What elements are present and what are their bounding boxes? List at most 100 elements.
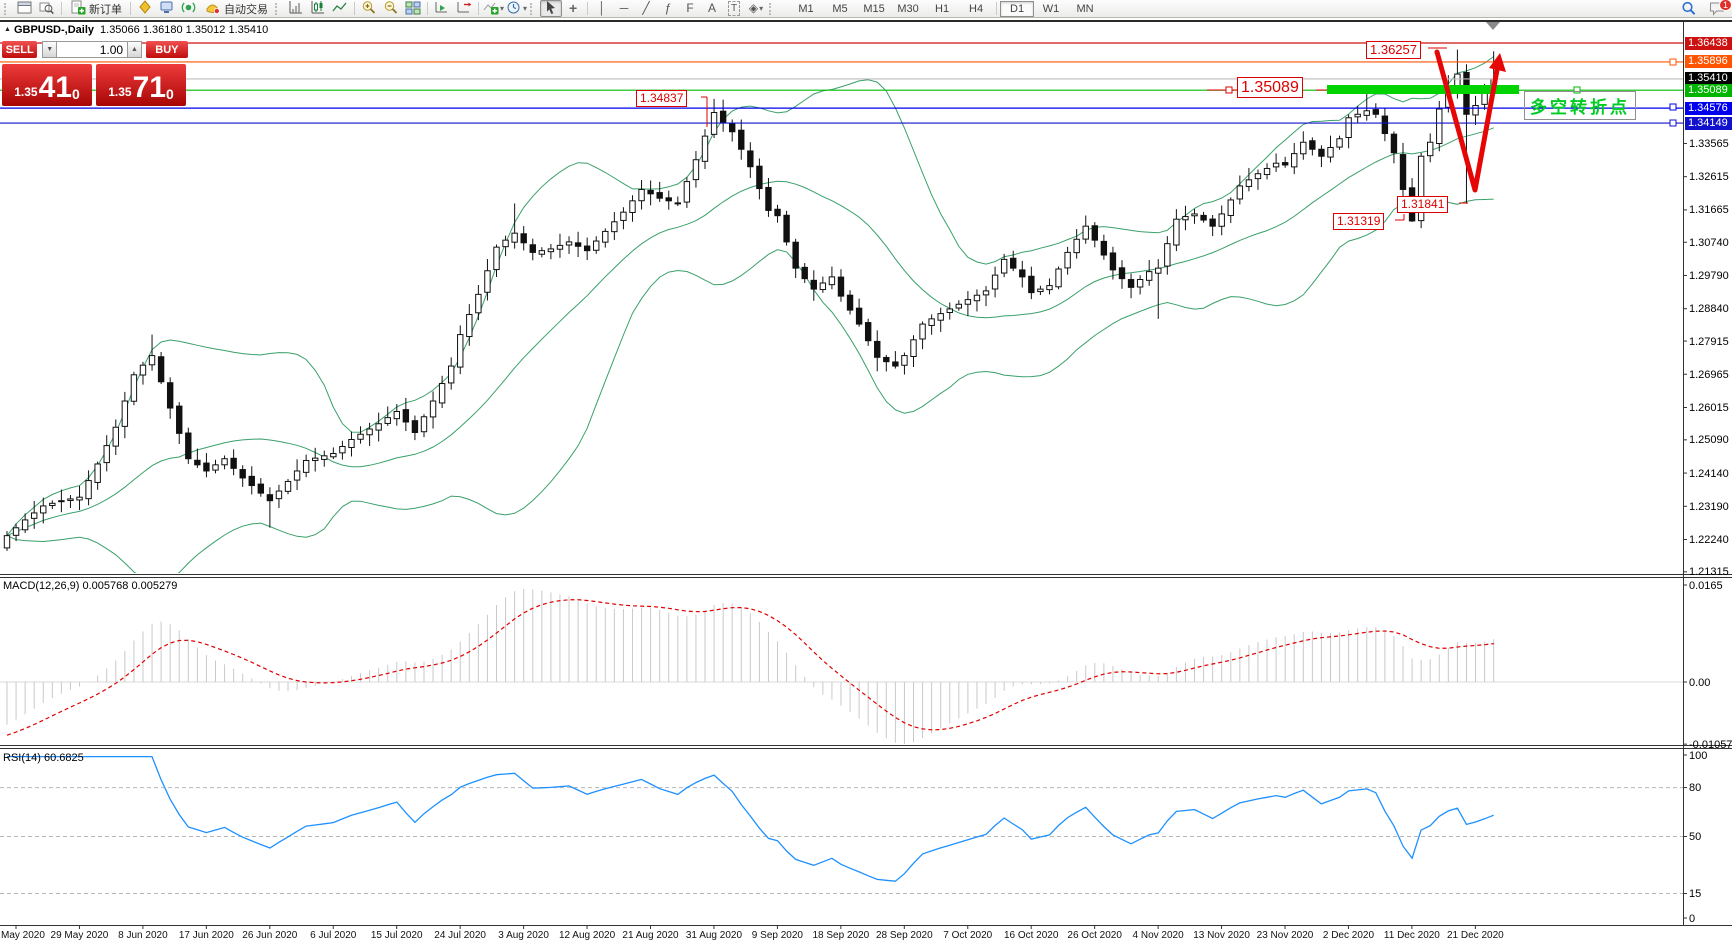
timeframe-h4[interactable]: H4	[969, 2, 984, 15]
dropdown-arrow-icon: ▾	[500, 4, 505, 13]
candle-bearish	[665, 197, 672, 202]
rsi-axis-label: 0	[1689, 912, 1696, 925]
timeframe-d1[interactable]: D1	[1000, 0, 1035, 17]
volume-decrease-button[interactable]: ▼	[42, 41, 58, 58]
timeframe-h1[interactable]: H1	[935, 2, 950, 15]
line-handle[interactable]	[1573, 86, 1581, 94]
price-tick-label: 1.22240	[1689, 534, 1729, 546]
cursor-icon[interactable]	[540, 0, 563, 17]
horizontal-line-icon[interactable]: ─	[613, 0, 635, 17]
candle-bullish	[1472, 105, 1479, 116]
candle-bullish	[58, 500, 65, 503]
candle-bullish	[683, 181, 691, 203]
price-annotation-1.36257[interactable]: 1.36257	[1366, 41, 1421, 59]
price-annotation-1.31319[interactable]: 1.31319	[1333, 213, 1385, 230]
date-label: 20 May 2020	[0, 930, 45, 941]
terminal-icon-icon	[159, 0, 175, 18]
line-handle[interactable]	[1669, 119, 1677, 127]
candle-bullish	[466, 313, 473, 338]
rsi-axis-label: 80	[1689, 782, 1702, 795]
toolbar-grip[interactable]	[4, 2, 10, 15]
expand-arrow-icon[interactable]: ▲	[4, 26, 11, 33]
tile-windows-icon[interactable]	[402, 0, 424, 17]
candle-bullish	[1427, 141, 1434, 157]
channel-icon[interactable]: F	[679, 0, 701, 17]
candle-bearish	[248, 475, 255, 487]
fibonacci-icon-glyph: ƒ	[664, 1, 672, 15]
price-annotation-1.31841[interactable]: 1.31841	[1397, 196, 1449, 213]
search-icon	[1681, 1, 1697, 19]
candle-bearish	[892, 361, 899, 367]
sell-button[interactable]: SELL	[2, 41, 38, 58]
toolbar-grip[interactable]	[275, 2, 281, 15]
toolbar-grip[interactable]	[769, 2, 775, 15]
bar-chart-type-icon-icon	[288, 0, 304, 18]
macd-main-value: 0.005768	[82, 580, 129, 592]
candle-bullish	[40, 505, 47, 514]
terminal-icon[interactable]	[156, 0, 178, 17]
turning-point-note[interactable]: 多空转折点	[1524, 91, 1636, 120]
line-chart-type-icon[interactable]	[329, 0, 351, 17]
profiles-icon-icon	[39, 0, 55, 18]
price-annotation-1.35089[interactable]: 1.35089	[1237, 77, 1303, 98]
zoom-out-icon[interactable]	[380, 0, 402, 17]
webcast-icon[interactable]	[178, 0, 200, 17]
timeframe-m30[interactable]: M30	[897, 2, 919, 15]
buy-price-display[interactable]: 1.35 71 0	[96, 64, 186, 106]
date-label: 15 Jul 2020	[370, 930, 423, 941]
auto-scroll-icon[interactable]	[431, 0, 453, 17]
support-zone-bar[interactable]	[1327, 85, 1519, 94]
vertical-line-icon[interactable]: │	[591, 0, 613, 17]
new-chart-window-icon[interactable]	[14, 0, 36, 17]
rsi-axis-label: 100	[1689, 749, 1708, 762]
fibonacci-icon[interactable]: ƒ	[657, 0, 679, 17]
timeframe-mn[interactable]: MN	[1076, 2, 1094, 15]
timeframe-m1[interactable]: M1	[798, 2, 814, 15]
metaeditor-icon[interactable]	[134, 0, 156, 17]
timeframe-m5[interactable]: M5	[832, 2, 848, 15]
v-reversal-arrow[interactable]	[1434, 49, 1500, 193]
periods-icon[interactable]: ▾	[505, 0, 528, 17]
candle-bullish	[928, 318, 935, 326]
buy-button[interactable]: BUY	[145, 41, 188, 58]
trendline-icon[interactable]: ╱	[635, 0, 657, 17]
text-icon[interactable]: A	[701, 0, 723, 17]
candle-bullish	[611, 221, 618, 233]
profiles-icon[interactable]	[36, 0, 58, 17]
timeframe-w1[interactable]: W1	[1042, 2, 1060, 15]
search-button[interactable]	[1678, 1, 1700, 18]
candle-bullish	[284, 480, 292, 492]
toolbar-separator	[587, 2, 589, 15]
candlestick-chart-type-icon-icon	[310, 0, 326, 18]
volume-increase-button[interactable]: ▲	[127, 41, 142, 58]
toolbar-separator	[61, 2, 62, 15]
indicators-icon[interactable]: ▾	[482, 0, 505, 17]
timeframe-m15[interactable]: M15	[863, 2, 885, 15]
volume-input[interactable]	[57, 41, 128, 58]
sell-price-display[interactable]: 1.35 41 0	[2, 64, 92, 106]
candle-bearish	[1390, 133, 1398, 154]
candle-bearish	[239, 469, 246, 479]
new-order-button[interactable]: 新订单	[65, 0, 127, 17]
bar-chart-type-icon[interactable]	[285, 0, 307, 17]
shapes-icon[interactable]: ◈ ▾	[745, 0, 767, 17]
candle-bearish	[719, 110, 727, 123]
chart-shift-icon[interactable]	[453, 0, 475, 17]
price-annotation-1.34837[interactable]: 1.34837	[636, 90, 688, 107]
candle-bearish	[194, 459, 201, 466]
zoom-in-icon[interactable]	[358, 0, 380, 17]
autotrading-button[interactable]: 自动交易	[200, 0, 273, 17]
notifications-button[interactable]: 1	[1706, 0, 1732, 18]
crosshair-icon[interactable]: +	[562, 0, 584, 17]
label-icon[interactable]: T	[723, 0, 745, 17]
line-handle[interactable]	[1669, 58, 1677, 66]
toolbar-grip[interactable]	[530, 2, 536, 15]
price-tick-label: 1.21315	[1689, 566, 1729, 579]
line-handle[interactable]	[1669, 103, 1677, 111]
line-handle[interactable]	[1225, 86, 1233, 94]
v-reversal-arrowhead	[1489, 53, 1506, 72]
candlestick-chart-type-icon[interactable]	[307, 0, 329, 17]
candle-bearish	[1010, 257, 1017, 269]
